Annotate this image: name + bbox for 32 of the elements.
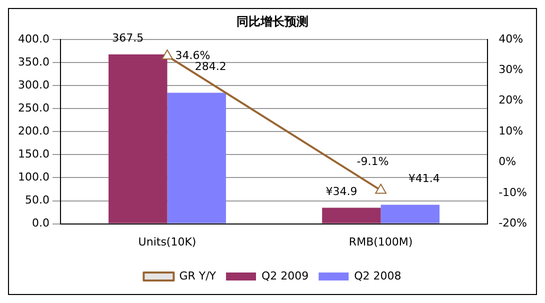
y2-tick-label: 0%: [498, 155, 516, 168]
y-tick-label: 250.0: [18, 101, 50, 114]
bar: [108, 54, 168, 224]
data-label: 34.6%: [175, 48, 210, 62]
legend-label: Q2 2009: [262, 269, 309, 282]
y2-tick-label: 30%: [498, 62, 524, 76]
y-tick-label: 0.0: [32, 216, 50, 230]
data-label: ¥41.4: [408, 172, 440, 186]
y-tick-label: 400.0: [18, 32, 50, 46]
x-tick-label: Units(10K): [138, 235, 196, 248]
data-label: ¥34.9: [326, 185, 358, 198]
y2-tick-label: 10%: [498, 124, 524, 138]
y-tick-label: 150.0: [18, 148, 50, 161]
y-tick-label: 300.0: [18, 78, 50, 92]
bar: [380, 204, 440, 224]
y-tick-label: 200.0: [18, 124, 50, 138]
x-tick-label: RMB(100M): [348, 235, 413, 248]
chart-title: 同比增长预测: [236, 14, 308, 28]
data-label: 367.5: [112, 32, 144, 45]
data-label: 284.2: [194, 60, 226, 74]
bar: [322, 208, 381, 224]
y-tick-label: 50.0: [24, 194, 50, 207]
legend-label: Q2 2008: [354, 269, 402, 282]
y2-tick-label: 40%: [498, 32, 524, 46]
y2-tick-label: -10%: [498, 186, 528, 199]
y2-tick-label: -20%: [498, 216, 528, 230]
y2-tick-label: 20%: [498, 94, 524, 107]
y-tick-label: 350.0: [18, 55, 50, 68]
legend-label: GR Y/Y: [179, 269, 216, 282]
bar: [167, 92, 226, 224]
data-label: -9.1%: [356, 155, 389, 168]
y-tick-label: 100.0: [18, 170, 50, 184]
